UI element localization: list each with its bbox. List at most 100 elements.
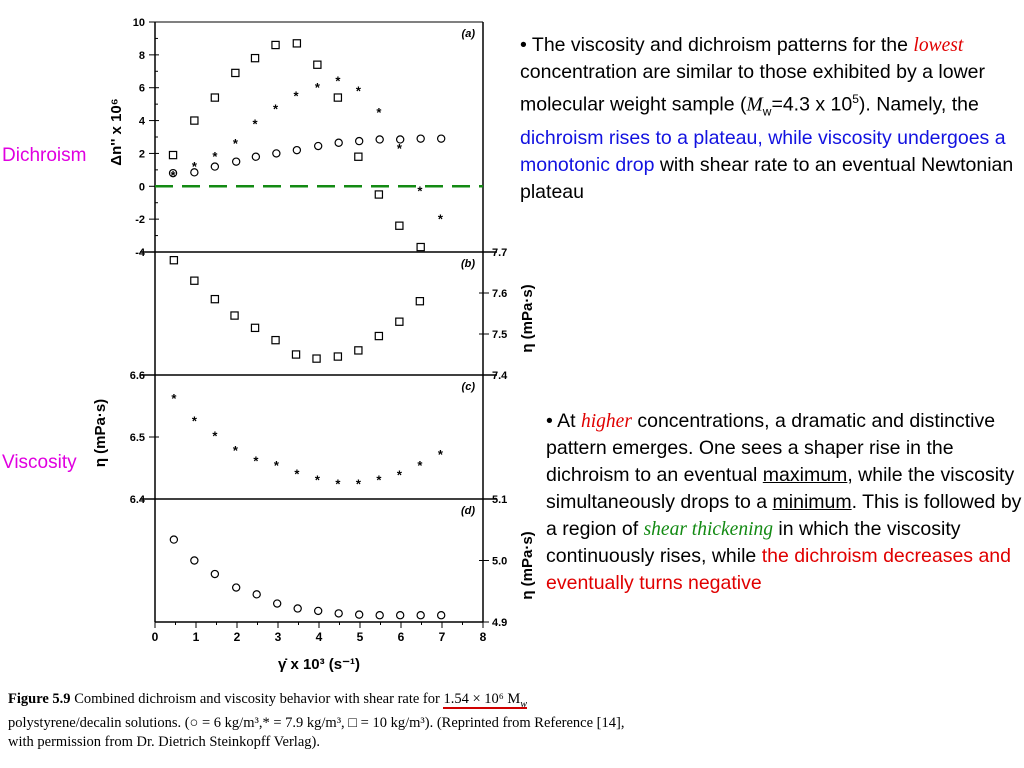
data-point-circle (252, 590, 261, 599)
dichroism-label: Dichroism (2, 145, 87, 166)
data-point-square (231, 68, 240, 78)
data-point-square (312, 354, 321, 363)
x-tick-label: 2 (234, 630, 241, 644)
data-point-star: * (294, 467, 300, 482)
figure-chart: * * * * * * * * * * * * * * * * * * * * * * * * * * * * 0 1 2 3 4 5 6 7 8 γ̇… (92, 17, 536, 673)
b2-text-4: . This is followed by a region of (546, 491, 1022, 540)
data-point-square (292, 39, 302, 48)
y-axis-label-right: η (mPa·s) (519, 531, 536, 599)
data-point-square (169, 256, 179, 265)
data-point-star: * (376, 105, 382, 120)
caption-text-1: Combined dichroism and viscosity behavio… (70, 691, 444, 707)
data-point-star: * (233, 443, 239, 458)
data-point-square (415, 297, 425, 306)
y-tick-label-left: 2 (139, 148, 145, 160)
data-point-star: * (417, 184, 423, 199)
x-tick-label: 7 (439, 630, 446, 644)
data-point-star: * (335, 477, 341, 492)
data-point-circle (292, 145, 302, 155)
data-point-square (210, 93, 220, 102)
y-tick-label-left: -2 (135, 214, 145, 226)
y-tick-label-right: 7.6 (492, 288, 507, 300)
x-tick-label: 6 (398, 630, 405, 644)
y-tick-label-right: 4.9 (492, 617, 507, 629)
data-point-square (333, 352, 343, 361)
y-tick-label-left: 6 (139, 83, 145, 95)
data-point-star: * (315, 472, 321, 487)
data-point-circle (190, 168, 199, 177)
caption-fig-number: Figure 5.9 (8, 691, 71, 707)
data-point-star: * (376, 472, 382, 487)
panel-id-label: (b) (461, 258, 475, 270)
y-tick-label-left: 10 (133, 17, 145, 29)
y-axis-label-left: Δn'' x 10⁶ (108, 98, 125, 165)
data-point-circle (375, 135, 384, 144)
caption-text-2: polystyrene/decalin solutions. (○ = 6 kg… (8, 715, 625, 750)
b1-text-3: ). Namely, the (858, 93, 979, 116)
data-point-star: * (397, 467, 403, 482)
data-point-square (210, 294, 220, 304)
b1-text-4: with shear rate to an eventual Newtonian… (520, 154, 1014, 204)
b2-maximum: maximum (762, 464, 848, 486)
data-point-square (313, 60, 322, 69)
b2-text-2: concentrations, a dramatic and distincti… (546, 410, 996, 486)
data-point-star: * (397, 141, 403, 156)
data-point-star: * (212, 428, 218, 443)
data-point-square (168, 150, 178, 160)
bullet-lowest-concentration: • The viscosity and dichroism patterns f… (520, 34, 1014, 204)
chart-points: * * * * * * * * * * * * * * * * * * * * * * * * * * * * (168, 39, 446, 620)
data-point-star: * (253, 454, 259, 469)
b1-lowest: lowest (913, 35, 964, 56)
y-tick-label-right: 7.4 (492, 370, 508, 382)
data-point-square (333, 93, 343, 102)
y-tick-label-left: -4 (135, 247, 146, 259)
data-point-circle (354, 136, 364, 146)
panel-id-label: (d) (461, 505, 475, 517)
y-tick-label-left: 6.5 (130, 432, 145, 444)
x-tick-label: 0 (152, 630, 159, 644)
data-point-square (190, 116, 199, 125)
data-point-circle (436, 611, 446, 620)
data-point-star: * (274, 458, 280, 473)
data-point-star: * (192, 413, 198, 428)
data-point-circle (375, 611, 384, 620)
b1-text-1: The viscosity and dichroism patterns for… (531, 34, 914, 56)
data-point-circle (313, 606, 323, 616)
y-tick-label-left: 0 (139, 181, 145, 193)
x-tick-label: 8 (480, 630, 487, 644)
data-point-star: * (438, 212, 444, 227)
data-point-circle (231, 157, 241, 166)
data-point-circle (231, 583, 241, 592)
data-point-star: * (294, 88, 300, 103)
data-point-star: * (212, 149, 218, 164)
data-point-circle (416, 611, 425, 620)
data-point-star: * (356, 84, 362, 99)
b2-text-5: in which the viscosity continuously rise… (546, 518, 961, 567)
x-tick-label: 5 (357, 630, 364, 644)
data-point-star: * (356, 477, 362, 492)
b1-mw-symbol: M (746, 94, 763, 116)
data-point-circle (272, 149, 281, 158)
data-point-circle (395, 135, 405, 144)
data-point-circle (334, 138, 343, 147)
y-tick-label-right: 7.7 (492, 247, 507, 259)
b1-mw-value: =4.3 x 10 (771, 93, 853, 116)
b1-mw-exp: 5 (852, 92, 859, 106)
data-point-circle (168, 168, 178, 178)
data-point-star: * (192, 159, 198, 174)
x-tick-label: 1 (193, 630, 200, 644)
data-point-circle (293, 604, 302, 613)
data-point-circle (169, 535, 179, 544)
panel-id-label: (a) (462, 28, 476, 40)
b2-shear-thickening: shear thickening (643, 519, 774, 540)
data-point-circle (334, 609, 343, 618)
data-point-star: * (438, 447, 444, 462)
data-point-circle (210, 569, 220, 579)
data-point-square (230, 311, 239, 320)
data-point-square (250, 53, 260, 63)
data-point-star: * (233, 136, 239, 151)
b2-text-1: At (557, 410, 582, 432)
b2-minimum: minimum (772, 491, 852, 513)
viscosity-label: Viscosity (2, 452, 77, 473)
bullet-higher-concentration: • At higher concentrations, a dramatic a… (546, 410, 1022, 594)
